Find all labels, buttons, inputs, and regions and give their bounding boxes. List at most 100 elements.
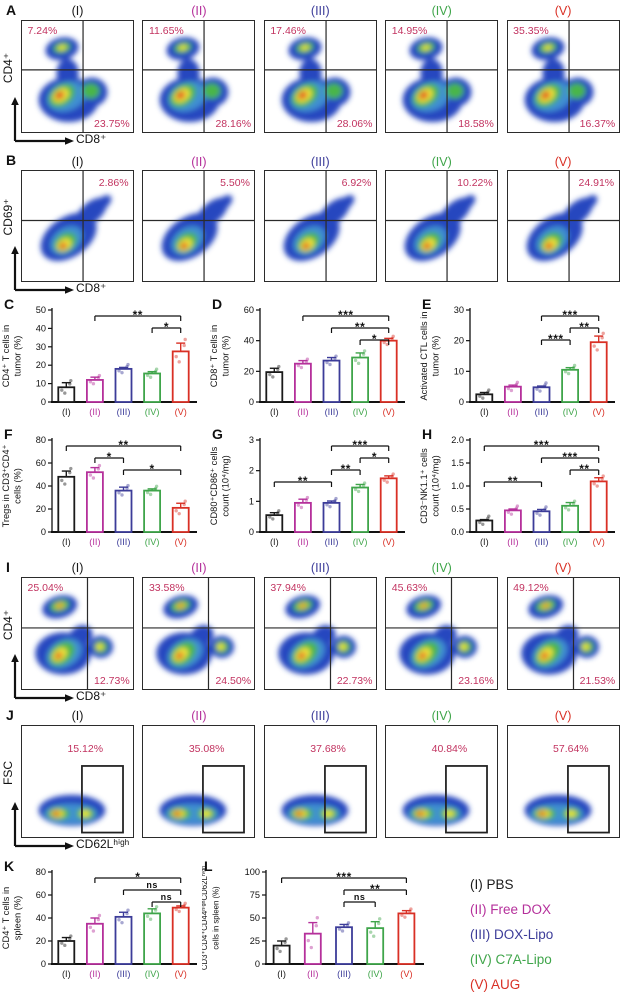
- x-tick-label: (III): [117, 537, 131, 547]
- flow-plot-B-2: 5.50%: [142, 170, 256, 282]
- data-point: [333, 356, 337, 361]
- flow-plot-title: (III): [310, 709, 330, 723]
- data-point: [154, 905, 159, 909]
- x-tick-label: (III): [117, 969, 131, 979]
- data-point: [276, 367, 280, 372]
- legend-item: (IV) C7A-Lipo: [470, 952, 552, 967]
- bar-(III): [335, 926, 353, 965]
- x-tick-label: (I): [62, 407, 71, 417]
- flow-plot-title: (V): [554, 4, 572, 18]
- data-point: [177, 909, 181, 914]
- y-tick-label: 20: [244, 366, 254, 376]
- data-point: [117, 491, 121, 495]
- figure-legend: (I) PBS (II) Free DOX (III) DOX-Lipo (IV) C…: [470, 872, 553, 996]
- data-point: [572, 499, 577, 503]
- bar-(I): [475, 393, 494, 403]
- flow-x-axis-label: CD62Lʰⁱᵍʰ: [76, 837, 130, 851]
- flow-plot-A-2: 11.65% 28.16%: [142, 20, 256, 133]
- data-point: [276, 511, 280, 515]
- quadrant-percent: 24.91%: [578, 176, 615, 189]
- data-point: [514, 382, 519, 387]
- quadrant-percent: 57.64%: [553, 742, 589, 755]
- data-point: [478, 394, 482, 398]
- data-point: [96, 376, 101, 380]
- y-tick-label: 75: [250, 890, 260, 900]
- bar-(I): [57, 386, 76, 403]
- data-point: [277, 509, 281, 513]
- data-point: [299, 505, 304, 510]
- bar-(III): [322, 501, 341, 533]
- x-tick-label: (II): [507, 537, 518, 547]
- data-point: [91, 382, 96, 386]
- data-point: [277, 364, 281, 369]
- x-tick-label: (IV): [145, 407, 160, 417]
- panel-letter: L: [204, 858, 213, 874]
- flow-y-axis-label: CD4⁺: [1, 609, 15, 641]
- significance-label: **: [579, 462, 589, 476]
- flow-x-axis-label: CD8⁺: [76, 281, 107, 295]
- significance-label: *: [150, 462, 155, 476]
- data-point: [369, 930, 373, 934]
- bar-(II): [504, 509, 522, 533]
- data-point: [63, 391, 67, 395]
- data-point: [353, 358, 358, 363]
- data-point: [333, 499, 337, 503]
- flow-plot-A-5: 35.35% 16.37%: [506, 20, 620, 133]
- y-tick-label: 1: [249, 496, 254, 506]
- data-point: [328, 504, 332, 509]
- data-point: [148, 375, 153, 379]
- bar-(IV): [143, 489, 162, 533]
- data-point: [305, 357, 310, 361]
- y-tick-label: 1.5: [451, 458, 464, 468]
- quadrant-percent: 11.65%: [148, 25, 184, 38]
- axis-arrows: [11, 654, 74, 702]
- data-point: [91, 929, 96, 933]
- flow-plot-title: (IV): [431, 155, 452, 169]
- x-tick-label: (V): [383, 407, 395, 417]
- x-tick-label: (V): [593, 407, 605, 417]
- flow-plot-title: (IV): [431, 561, 452, 575]
- axis-arrows: [11, 97, 74, 145]
- data-point: [328, 362, 332, 367]
- bar-(IV): [351, 486, 370, 533]
- data-point: [117, 369, 121, 373]
- quadrant-percent: 21.53%: [579, 674, 616, 687]
- significance-label: ns: [146, 880, 158, 890]
- data-point: [120, 370, 124, 375]
- data-point: [377, 921, 381, 926]
- x-tick-label: (IV): [145, 537, 160, 547]
- data-point: [91, 476, 96, 480]
- data-point: [535, 387, 539, 391]
- data-point: [390, 474, 394, 478]
- significance-label: **: [579, 320, 589, 334]
- data-point: [296, 503, 301, 507]
- y-tick-label: 60: [36, 890, 46, 900]
- data-point: [506, 386, 511, 391]
- bar-(III): [114, 915, 133, 965]
- quadrant-percent: 37.68%: [310, 742, 346, 755]
- x-tick-label: (V): [383, 537, 395, 547]
- data-point: [390, 336, 394, 341]
- data-point: [514, 506, 519, 510]
- data-point: [63, 482, 67, 486]
- density-plot: [264, 578, 376, 689]
- data-point: [382, 340, 386, 345]
- data-point: [96, 917, 101, 922]
- data-point: [356, 361, 361, 366]
- bar-(III): [322, 359, 341, 403]
- data-point: [346, 921, 351, 925]
- y-tick-label: 25: [250, 936, 260, 946]
- data-point: [595, 484, 599, 488]
- y-tick-label: 0.5: [451, 504, 464, 514]
- significance-label: *: [107, 450, 112, 464]
- x-tick-label: (I): [277, 969, 286, 979]
- data-point: [283, 940, 287, 944]
- data-point: [334, 354, 338, 358]
- data-point: [126, 362, 130, 367]
- data-point: [69, 378, 73, 383]
- flow-plot-J-3: 37.68%: [263, 725, 377, 838]
- gate-rectangle: [566, 765, 610, 834]
